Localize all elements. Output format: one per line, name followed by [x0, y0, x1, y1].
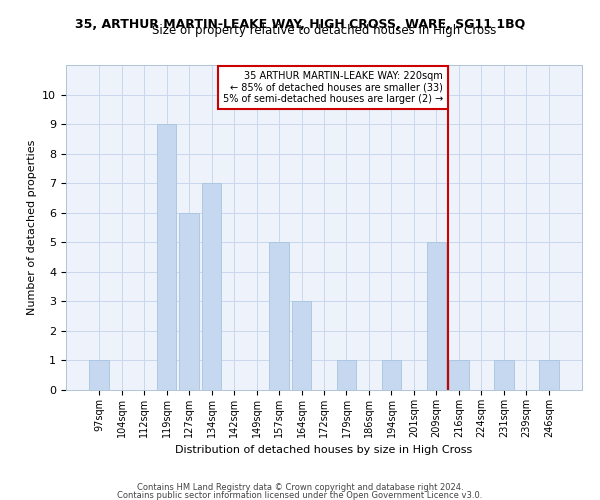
Bar	[89, 360, 109, 390]
Bar	[269, 242, 289, 390]
Title: Size of property relative to detached houses in High Cross: Size of property relative to detached ho…	[152, 24, 496, 38]
Text: 35, ARTHUR MARTIN-LEAKE WAY, HIGH CROSS, WARE, SG11 1BQ: 35, ARTHUR MARTIN-LEAKE WAY, HIGH CROSS,…	[75, 18, 525, 30]
Bar	[179, 212, 199, 390]
Bar	[382, 360, 401, 390]
Text: Contains HM Land Registry data © Crown copyright and database right 2024.: Contains HM Land Registry data © Crown c…	[137, 484, 463, 492]
Bar	[202, 183, 221, 390]
Bar	[427, 242, 446, 390]
Bar	[337, 360, 356, 390]
Bar	[157, 124, 176, 390]
Y-axis label: Number of detached properties: Number of detached properties	[27, 140, 37, 315]
Bar	[292, 302, 311, 390]
Text: Contains public sector information licensed under the Open Government Licence v3: Contains public sector information licen…	[118, 490, 482, 500]
Bar	[494, 360, 514, 390]
X-axis label: Distribution of detached houses by size in High Cross: Distribution of detached houses by size …	[175, 446, 473, 456]
Bar	[539, 360, 559, 390]
Bar	[449, 360, 469, 390]
Text: 35 ARTHUR MARTIN-LEAKE WAY: 220sqm
← 85% of detached houses are smaller (33)
5% : 35 ARTHUR MARTIN-LEAKE WAY: 220sqm ← 85%…	[223, 71, 443, 104]
